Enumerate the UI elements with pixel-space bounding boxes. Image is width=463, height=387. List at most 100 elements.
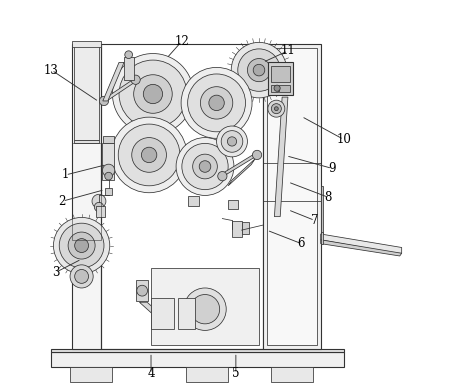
- Bar: [72, 44, 100, 349]
- Bar: [320, 232, 322, 244]
- Polygon shape: [220, 151, 258, 178]
- Polygon shape: [320, 234, 401, 253]
- Circle shape: [181, 67, 251, 139]
- Circle shape: [75, 239, 88, 252]
- Bar: [168, 308, 175, 315]
- Text: 4: 4: [147, 368, 155, 380]
- Bar: [136, 280, 148, 301]
- Text: 1: 1: [62, 168, 69, 182]
- Text: 12: 12: [174, 35, 189, 48]
- Circle shape: [162, 320, 178, 337]
- Circle shape: [92, 194, 106, 208]
- Bar: [96, 206, 105, 217]
- Polygon shape: [320, 240, 401, 256]
- Circle shape: [59, 223, 104, 268]
- Bar: [270, 85, 277, 92]
- Circle shape: [200, 87, 232, 119]
- Circle shape: [190, 295, 219, 324]
- Polygon shape: [228, 159, 255, 186]
- Circle shape: [102, 164, 114, 176]
- Bar: [103, 137, 113, 143]
- Circle shape: [253, 64, 264, 76]
- Polygon shape: [104, 78, 135, 103]
- Circle shape: [274, 85, 280, 91]
- Circle shape: [141, 147, 156, 163]
- Bar: [228, 200, 237, 209]
- Bar: [279, 85, 289, 92]
- Bar: [50, 353, 343, 367]
- Polygon shape: [139, 302, 174, 327]
- Circle shape: [227, 137, 236, 146]
- Circle shape: [68, 232, 95, 259]
- Bar: [150, 309, 160, 318]
- Circle shape: [183, 288, 226, 330]
- Bar: [270, 367, 313, 382]
- Circle shape: [181, 143, 228, 190]
- Bar: [267, 48, 316, 345]
- Circle shape: [221, 131, 242, 152]
- Circle shape: [143, 84, 162, 104]
- Circle shape: [247, 58, 270, 82]
- Circle shape: [237, 49, 280, 91]
- Bar: [50, 349, 343, 353]
- Bar: [105, 188, 112, 195]
- Circle shape: [175, 138, 233, 195]
- Bar: [187, 196, 199, 206]
- Circle shape: [111, 117, 187, 193]
- Bar: [241, 223, 249, 234]
- Circle shape: [94, 202, 103, 212]
- Circle shape: [112, 53, 193, 135]
- Circle shape: [271, 104, 281, 114]
- Bar: [74, 140, 98, 143]
- Circle shape: [131, 138, 166, 172]
- Text: 6: 6: [297, 237, 305, 250]
- Circle shape: [165, 324, 175, 333]
- Polygon shape: [103, 62, 124, 101]
- Text: 13: 13: [44, 63, 59, 77]
- Circle shape: [133, 75, 172, 113]
- Circle shape: [231, 42, 286, 98]
- Bar: [267, 62, 292, 95]
- Text: 3: 3: [51, 266, 59, 279]
- Bar: [150, 267, 258, 345]
- Bar: [185, 367, 228, 382]
- Circle shape: [192, 154, 217, 179]
- Circle shape: [274, 107, 278, 111]
- Circle shape: [53, 217, 110, 274]
- Bar: [178, 298, 195, 329]
- Circle shape: [267, 100, 284, 117]
- Circle shape: [137, 285, 147, 296]
- Polygon shape: [274, 97, 288, 217]
- Bar: [270, 66, 289, 82]
- Bar: [74, 43, 98, 140]
- Circle shape: [70, 265, 93, 288]
- Bar: [262, 44, 320, 349]
- Bar: [232, 221, 241, 237]
- Circle shape: [131, 75, 140, 84]
- Bar: [100, 44, 262, 349]
- Circle shape: [217, 171, 226, 181]
- Text: 11: 11: [280, 45, 294, 57]
- Text: 2: 2: [58, 195, 66, 208]
- Bar: [320, 186, 322, 240]
- Text: 10: 10: [336, 133, 350, 146]
- Circle shape: [187, 74, 245, 132]
- Text: 5: 5: [232, 368, 239, 380]
- Bar: [124, 57, 133, 80]
- Circle shape: [75, 269, 88, 283]
- Bar: [150, 298, 174, 329]
- Circle shape: [216, 126, 247, 157]
- Polygon shape: [72, 41, 100, 47]
- Bar: [70, 367, 112, 382]
- Circle shape: [125, 51, 132, 58]
- Text: 7: 7: [311, 214, 318, 227]
- Circle shape: [119, 60, 187, 128]
- Circle shape: [208, 95, 224, 111]
- Bar: [72, 143, 100, 240]
- Text: 9: 9: [328, 162, 335, 175]
- Bar: [102, 143, 114, 180]
- Text: 8: 8: [324, 191, 332, 204]
- Circle shape: [99, 96, 108, 106]
- Circle shape: [199, 161, 210, 172]
- Circle shape: [105, 172, 112, 180]
